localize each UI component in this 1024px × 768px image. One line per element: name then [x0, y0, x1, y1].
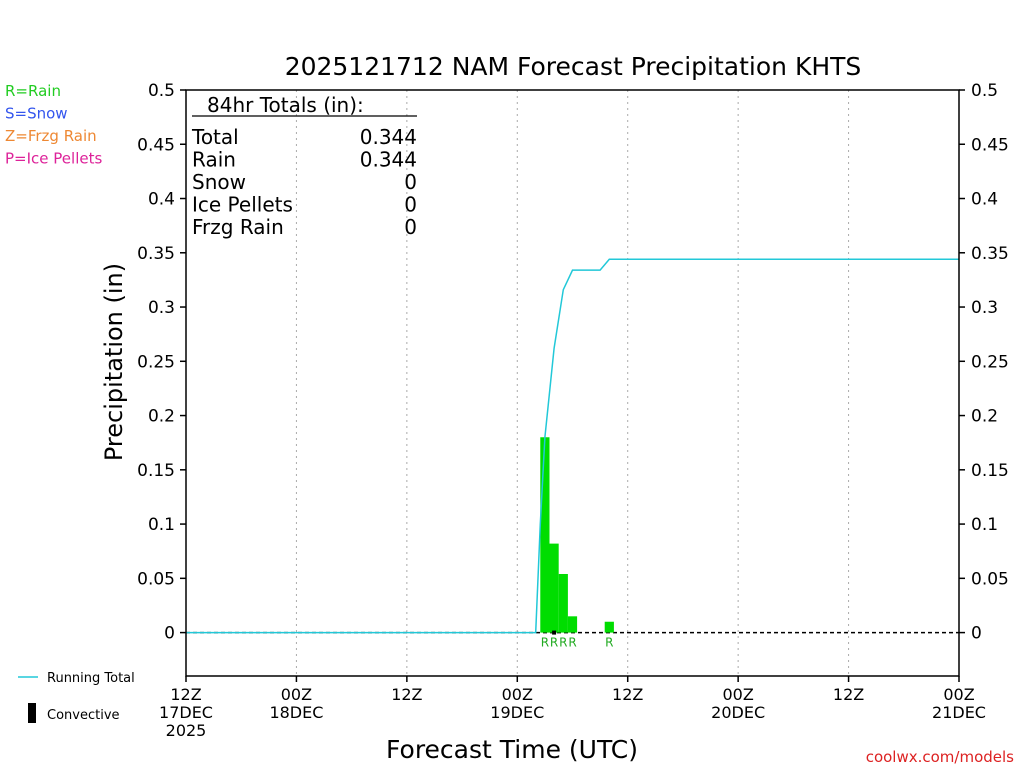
x-tick-label: 19DEC [490, 703, 544, 722]
totals-row-value: 0.344 [360, 125, 417, 149]
x-tick-label: 2025 [166, 721, 207, 740]
y-tick-label: 0.1 [971, 515, 998, 535]
totals-box: 84hr Totals (in): Total 0.344 Rain 0.344 Snow… [191, 93, 417, 239]
x-tick-label: 18DEC [269, 703, 323, 722]
x-tick-label: 12Z [612, 685, 643, 704]
x-axis-label: Forecast Time (UTC) [386, 735, 638, 764]
precip-key-item: R=Rain [5, 82, 61, 100]
totals-row-label: Frzg Rain [192, 215, 284, 239]
totals-row-value: 0 [404, 215, 417, 239]
x-tick-label: 00Z [722, 685, 753, 704]
y-tick-label: 0.25 [971, 352, 1009, 372]
convective-bars [552, 630, 557, 635]
totals-row-label: Snow [192, 170, 246, 194]
x-tick-label: 12Z [833, 685, 864, 704]
y-tick-label: 0.45 [137, 135, 175, 155]
vertical-gridlines [295, 90, 850, 676]
x-tick-label: 00Z [502, 685, 533, 704]
y-tick-label: 0.5 [148, 81, 175, 101]
x-tick-label: 12Z [170, 685, 201, 704]
totals-row-label: Total [191, 125, 239, 149]
legend: Running Total Convective [18, 671, 135, 723]
precipitation-bars [540, 437, 614, 633]
y-tick-label: 0.15 [971, 461, 1009, 481]
totals-row-value: 0 [404, 170, 417, 194]
y-tick-label: 0.25 [137, 352, 175, 372]
totals-row-label: Rain [192, 148, 236, 172]
precip-bar [558, 573, 568, 633]
x-tick-label: 17DEC [159, 703, 213, 722]
precip-type-key: R=Rain S=Snow Z=Frzg Rain P=Ice Pellets [5, 82, 102, 168]
x-tick-label: 21DEC [932, 703, 986, 722]
y-tick-label: 0 [971, 624, 982, 644]
totals-row-label: Ice Pellets [192, 193, 293, 217]
totals-heading: 84hr Totals (in): [207, 93, 364, 117]
totals-row-value: 0.344 [360, 148, 417, 172]
y-tick-label: 0.45 [971, 135, 1009, 155]
precip-bar [567, 616, 578, 633]
credit-text: coolwx.com/models [866, 748, 1014, 766]
precip-key-item: S=Snow [5, 105, 68, 123]
x-tick-label: 20DEC [711, 703, 765, 722]
precip-type-label: R [568, 636, 576, 650]
y-tick-label: 0.3 [148, 298, 175, 318]
y-tick-label: 0.15 [137, 461, 175, 481]
y-tick-label: 0 [164, 624, 175, 644]
convective-bar [552, 630, 557, 635]
chart-title: 2025121712 NAM Forecast Precipitation KH… [285, 52, 862, 81]
y-tick-label: 0.35 [137, 244, 175, 264]
y-tick-label: 0.5 [971, 81, 998, 101]
x-tick-label: 12Z [391, 685, 422, 704]
precip-type-label: R [550, 636, 558, 650]
convective-legend-swatch [28, 703, 36, 723]
precip-key-item: P=Ice Pellets [5, 150, 102, 168]
y-tick-label: 0.2 [148, 407, 175, 427]
y-tick-label: 0.4 [971, 190, 998, 210]
y-axis-label: Precipitation (in) [100, 263, 128, 461]
legend-label: Running Total [47, 671, 135, 686]
y-tick-label: 0.4 [148, 190, 175, 210]
precip-bar [549, 543, 559, 633]
precip-type-label: R [541, 636, 549, 650]
precip-type-label: R [559, 636, 567, 650]
y-tick-label: 0.1 [148, 515, 175, 535]
plot-frame [185, 89, 960, 677]
x-tick-label: 00Z [943, 685, 974, 704]
y-tick-label: 0.35 [971, 244, 1009, 264]
y-tick-label: 0.05 [137, 569, 175, 589]
precip-type-label: R [605, 636, 613, 650]
precip-key-item: Z=Frzg Rain [5, 127, 97, 145]
x-tick-label: 00Z [281, 685, 312, 704]
precip-bar [604, 621, 614, 633]
y-tick-label: 0.05 [971, 569, 1009, 589]
left-y-axis: 0 0.05 0.1 0.15 0.2 0.25 0.3 0.35 0.4 0.45 0.5 [137, 81, 186, 644]
totals-row-value: 0 [404, 193, 417, 217]
legend-label: Convective [47, 708, 120, 723]
y-tick-label: 0.2 [971, 407, 998, 427]
running-total-line [186, 258, 959, 634]
y-tick-label: 0.3 [971, 298, 998, 318]
right-y-axis: 0 0.05 0.1 0.15 0.2 0.25 0.3 0.35 0.4 0.45 0.5 [959, 81, 1009, 644]
precip-bar [540, 437, 550, 633]
